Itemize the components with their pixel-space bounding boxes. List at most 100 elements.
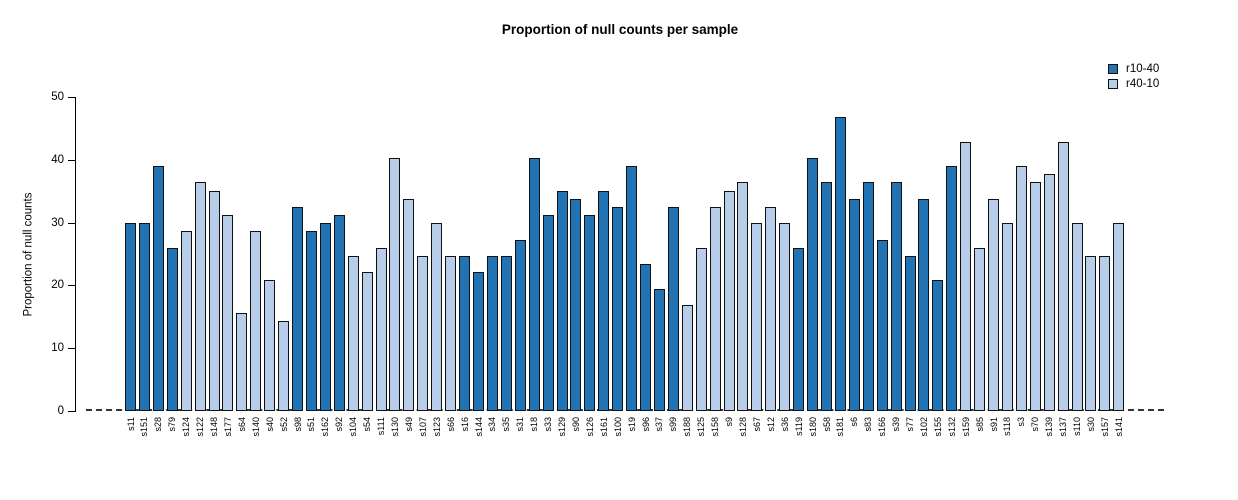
y-tick-mark-10 bbox=[68, 348, 75, 350]
x-label-s140: s140 bbox=[250, 417, 261, 437]
x-label-s96: s96 bbox=[640, 417, 651, 432]
legend-item-r40-10: r40-10 bbox=[1108, 76, 1159, 91]
x-label-s66: s66 bbox=[445, 417, 456, 432]
bar-s49 bbox=[403, 198, 415, 411]
x-label-s124: s124 bbox=[181, 417, 192, 437]
x-label-s51: s51 bbox=[306, 417, 317, 432]
bar-s119 bbox=[793, 247, 805, 411]
x-label-s3: s3 bbox=[1016, 417, 1027, 427]
bar-s111 bbox=[375, 247, 387, 411]
x-label-s122: s122 bbox=[195, 417, 206, 437]
bar-s9 bbox=[723, 190, 735, 411]
bar-s37 bbox=[653, 288, 665, 411]
x-label-s11: s11 bbox=[125, 417, 136, 431]
x-label-s104: s104 bbox=[348, 417, 359, 437]
bar-s188 bbox=[681, 304, 693, 411]
bar-s126 bbox=[584, 215, 596, 411]
legend-label-r10-40: r10-40 bbox=[1126, 62, 1160, 75]
x-label-s28: s28 bbox=[153, 417, 164, 432]
chart-title: Proportion of null counts per sample bbox=[501, 22, 739, 37]
legend: r10-40 r40-10 bbox=[1108, 61, 1159, 91]
bar-s107 bbox=[417, 255, 429, 411]
y-tick-label-10: 10 bbox=[51, 342, 64, 355]
bar-s58 bbox=[821, 182, 832, 411]
x-label-s98: s98 bbox=[292, 417, 303, 432]
x-label-s58: s58 bbox=[821, 417, 832, 432]
bar-s100 bbox=[612, 206, 624, 411]
bar-s132 bbox=[946, 166, 958, 411]
bar-s91 bbox=[988, 198, 1000, 411]
bar-s18 bbox=[528, 157, 540, 411]
bar-s180 bbox=[807, 157, 819, 411]
x-label-s79: s79 bbox=[167, 417, 178, 432]
bar-s166 bbox=[876, 239, 888, 411]
bar-s92 bbox=[333, 215, 345, 411]
bar-s139 bbox=[1043, 174, 1055, 411]
x-label-s141: s141 bbox=[1113, 417, 1124, 437]
y-tick-label-30: 30 bbox=[51, 216, 64, 229]
x-label-s34: s34 bbox=[487, 417, 498, 432]
bar-s77 bbox=[904, 255, 916, 411]
y-tick-label-0: 0 bbox=[57, 405, 64, 417]
bar-s99 bbox=[667, 206, 679, 411]
x-label-s49: s49 bbox=[403, 417, 414, 432]
bar-s31 bbox=[514, 239, 526, 411]
bar-s70 bbox=[1029, 182, 1041, 411]
zero-baseline bbox=[86, 409, 1164, 411]
bar-s157 bbox=[1099, 255, 1111, 411]
x-label-s166: s166 bbox=[877, 417, 888, 437]
bar-s40 bbox=[264, 280, 276, 411]
bar-s118 bbox=[1001, 223, 1013, 411]
x-label-s70: s70 bbox=[1030, 417, 1041, 432]
x-label-s162: s162 bbox=[320, 417, 331, 437]
x-label-s118: s118 bbox=[1002, 417, 1013, 436]
x-label-s19: s19 bbox=[626, 417, 637, 432]
bar-s90 bbox=[570, 198, 582, 411]
x-label-s77: s77 bbox=[905, 417, 916, 432]
bar-s67 bbox=[751, 223, 763, 411]
x-label-s31: s31 bbox=[515, 417, 526, 432]
bar-s36 bbox=[779, 223, 791, 411]
bar-s158 bbox=[709, 206, 721, 411]
bar-s161 bbox=[598, 190, 610, 411]
bar-s66 bbox=[445, 255, 457, 411]
x-label-s85: s85 bbox=[974, 417, 985, 432]
x-label-s139: s139 bbox=[1044, 417, 1055, 437]
x-label-s100: s100 bbox=[612, 417, 623, 437]
y-tick-label-20: 20 bbox=[51, 279, 64, 292]
x-label-s157: s157 bbox=[1099, 417, 1110, 437]
x-label-s37: s37 bbox=[654, 417, 665, 432]
x-label-s151: s151 bbox=[139, 417, 150, 437]
legend-swatch-r10-40 bbox=[1108, 63, 1118, 74]
bar-s85 bbox=[974, 247, 986, 411]
bar-s177 bbox=[222, 215, 234, 411]
y-tick-mark-50 bbox=[68, 97, 75, 98]
x-label-s35: s35 bbox=[501, 417, 512, 432]
x-label-s67: s67 bbox=[751, 417, 762, 432]
x-label-s39: s39 bbox=[891, 417, 902, 432]
bar-s151 bbox=[138, 223, 150, 411]
x-label-s132: s132 bbox=[946, 417, 957, 437]
x-label-s9: s9 bbox=[724, 417, 735, 427]
bar-s35 bbox=[500, 255, 512, 411]
bar-s79 bbox=[166, 247, 178, 411]
bar-s19 bbox=[626, 166, 638, 411]
bar-s122 bbox=[194, 182, 206, 411]
x-label-s90: s90 bbox=[570, 417, 581, 432]
x-label-s188: s188 bbox=[682, 417, 693, 437]
x-label-s123: s123 bbox=[431, 417, 442, 437]
x-label-s155: s155 bbox=[932, 417, 943, 437]
x-label-s12: s12 bbox=[765, 417, 776, 432]
bar-s34 bbox=[486, 255, 498, 411]
y-tick-mark-20 bbox=[68, 285, 75, 287]
x-label-s36: s36 bbox=[779, 417, 790, 432]
bar-s141 bbox=[1113, 223, 1125, 411]
x-label-s6: s6 bbox=[849, 417, 860, 427]
x-label-s130: s130 bbox=[389, 417, 400, 437]
bar-s148 bbox=[208, 190, 220, 411]
y-axis-line bbox=[75, 97, 76, 412]
bar-s144 bbox=[473, 272, 484, 411]
x-label-s110: s110 bbox=[1072, 417, 1083, 436]
x-label-s159: s159 bbox=[960, 417, 971, 437]
bar-s129 bbox=[556, 190, 568, 411]
